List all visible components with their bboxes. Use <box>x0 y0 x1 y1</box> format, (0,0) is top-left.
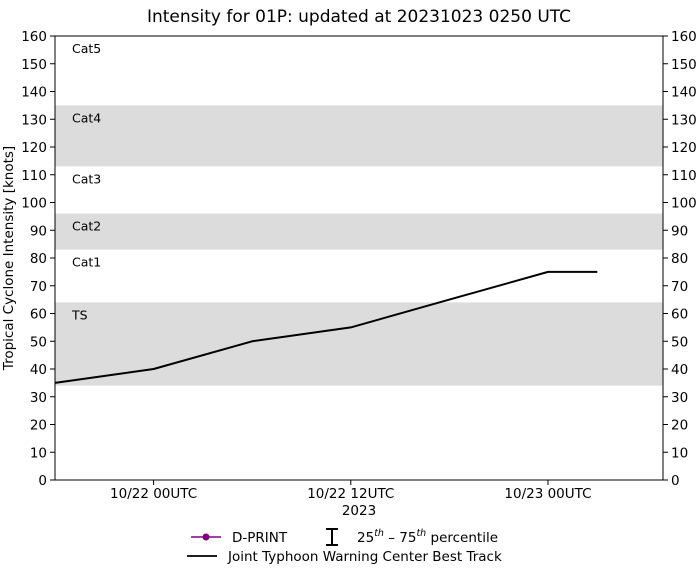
y-tick-label-right: 160 <box>671 29 697 45</box>
category-label-cat1: Cat1 <box>72 255 101 270</box>
y-tick-label-right: 80 <box>671 251 688 267</box>
band-cat2 <box>55 213 663 250</box>
y-tick-label-right: 100 <box>671 196 697 212</box>
y-tick-label: 40 <box>30 362 47 378</box>
x-tick-label: 10/22 00UTC <box>110 486 197 502</box>
y-tick-label-right: 20 <box>671 418 688 434</box>
y-tick-label: 120 <box>21 140 47 156</box>
category-label-cat5: Cat5 <box>72 41 101 56</box>
y-tick-label: 70 <box>30 279 47 295</box>
y-tick-label: 0 <box>38 473 47 489</box>
chart-title: Intensity for 01P: updated at 20231023 0… <box>147 7 571 27</box>
y-tick-label-right: 140 <box>671 85 697 101</box>
y-tick-label-right: 120 <box>671 140 697 156</box>
plot-frame <box>54 35 664 481</box>
x-tick-label: 10/22 12UTC <box>307 486 394 502</box>
category-label-cat3: Cat3 <box>72 171 101 186</box>
legend-best-track-label: Joint Typhoon Warning Center Best Track <box>227 549 502 565</box>
y-tick-label: 130 <box>21 112 47 128</box>
y-tick-label: 20 <box>30 418 47 434</box>
y-tick-label-right: 50 <box>671 334 688 350</box>
y-tick-label: 100 <box>21 196 47 212</box>
y-tick-label: 30 <box>30 390 47 406</box>
y-tick-label: 10 <box>30 445 47 461</box>
y-tick-label-right: 10 <box>671 445 688 461</box>
y-axis-right: 0 10 20 30 40 50 60 70 80 90 100 110 120 130 140 150 160 <box>663 29 697 489</box>
y-tick-label: 160 <box>21 29 47 45</box>
y-tick-label: 50 <box>30 334 47 350</box>
y-tick-label-right: 60 <box>671 307 688 323</box>
category-label-cat4: Cat4 <box>72 110 101 125</box>
y-tick-label: 60 <box>30 307 47 323</box>
y-tick-label-right: 30 <box>671 390 688 406</box>
legend-dprint-label: D-PRINT <box>232 530 288 546</box>
legend-errorbar-icon <box>326 528 338 546</box>
legend-dprint-dot-icon <box>202 533 210 541</box>
series-layer <box>54 270 598 384</box>
band-ts <box>55 302 663 386</box>
category-labels: TS Cat1 Cat2 Cat3 Cat4 Cat5 <box>71 41 101 322</box>
y-tick-label-right: 110 <box>671 168 697 184</box>
y-tick-label: 90 <box>30 223 47 239</box>
y-tick-label: 110 <box>21 168 47 184</box>
y-tick-label-right: 130 <box>671 112 697 128</box>
category-bands <box>55 105 663 386</box>
x-axis-label: 2023 <box>342 503 376 519</box>
band-cat4 <box>55 105 663 167</box>
category-label-ts: TS <box>71 307 88 322</box>
y-tick-label-right: 90 <box>671 223 688 239</box>
y-tick-label: 140 <box>21 85 47 101</box>
x-tick-label: 10/23 00UTC <box>504 486 591 502</box>
y-tick-label: 150 <box>21 57 47 73</box>
legend-percentile-label: 25th – 75th percentile <box>357 528 498 546</box>
y-tick-label: 80 <box>30 251 47 267</box>
series-best-track-line <box>54 270 598 384</box>
legend: D-PRINT 25th – 75th percentile Joint Typ… <box>187 528 502 565</box>
y-tick-label-right: 70 <box>671 279 688 295</box>
y-axis-label: Tropical Cyclone Intensity [knots] <box>1 146 17 371</box>
x-axis: 10/22 00UTC 10/22 12UTC 10/23 00UTC <box>110 480 592 502</box>
y-tick-label-right: 150 <box>671 57 697 73</box>
category-label-cat2: Cat2 <box>72 219 101 234</box>
y-tick-label-right: 40 <box>671 362 688 378</box>
y-tick-label-right: 0 <box>671 473 680 489</box>
y-axis-left: 0 10 20 30 40 50 60 70 80 90 100 110 120 130 140 150 160 <box>21 29 55 489</box>
